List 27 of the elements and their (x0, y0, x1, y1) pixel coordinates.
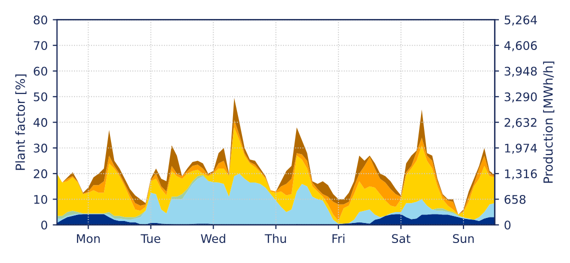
x-tick-label: Fri (332, 234, 344, 243)
y-tick-label: 40 (34, 118, 48, 127)
y-tick-label: 80 (34, 15, 48, 24)
y2-tick-label: 1,974 (505, 144, 537, 154)
y-tick-label: 0 (41, 220, 48, 230)
y2-tick-label: 0 (504, 220, 511, 230)
y-tick-label: 10 (34, 194, 48, 204)
y2-tick-label: 4,606 (504, 41, 537, 52)
y-axis-title: Plant factor [%] (15, 74, 26, 170)
y2-axis-title: Production [MWh/h] (543, 62, 554, 183)
y-tick-label: 50 (34, 92, 48, 102)
x-tick-label: Sat (392, 234, 410, 244)
y2-tick-label: 5,264 (504, 15, 537, 26)
x-tick-label: Wed (200, 234, 226, 244)
y-tick-label: 30 (34, 144, 48, 153)
y-tick-label: 20 (34, 169, 48, 178)
y2-tick-label: 3,290 (504, 92, 537, 103)
y2-tick-label: 658 (504, 194, 526, 204)
x-tick-label: Mon (76, 234, 100, 244)
x-tick-label: Tue (140, 234, 160, 244)
x-tick-label: Thu (264, 234, 286, 244)
y2-tick-label: 2,632 (504, 118, 536, 128)
x-tick-label: Sun (453, 234, 474, 244)
y-tick-label: 60 (34, 66, 48, 76)
y2-tick-label: 1,316 (505, 169, 537, 180)
y-tick-label: 70 (34, 41, 48, 50)
y2-tick-label: 3,948 (504, 66, 537, 77)
